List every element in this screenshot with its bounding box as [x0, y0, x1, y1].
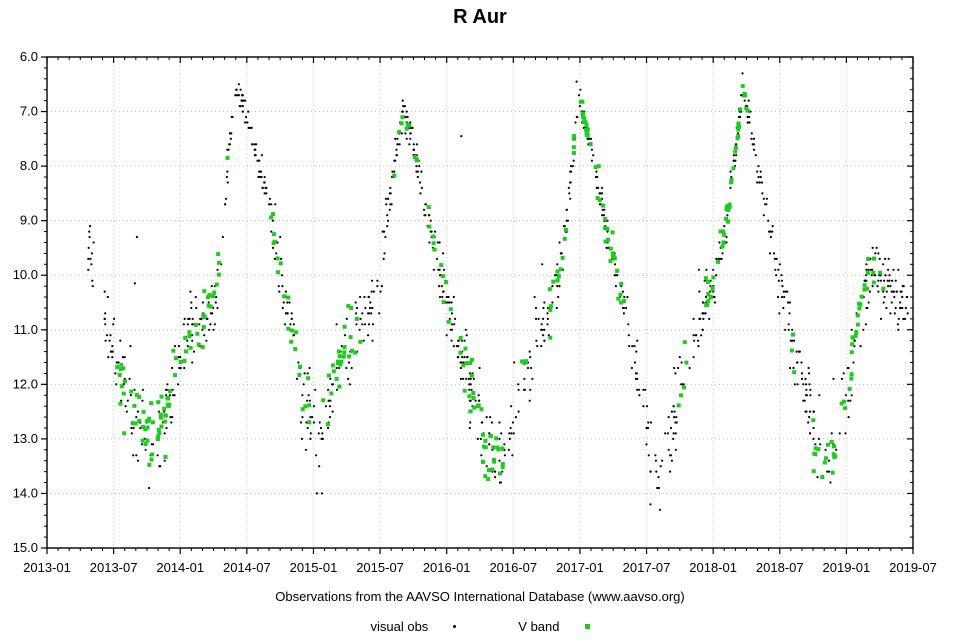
svg-text:7.0: 7.0: [20, 104, 38, 119]
svg-text:2015-07: 2015-07: [356, 560, 404, 575]
svg-text:2013-01: 2013-01: [23, 560, 71, 575]
svg-text:2015-01: 2015-01: [290, 560, 338, 575]
legend-v-band: V band: [518, 619, 590, 634]
svg-text:2018-07: 2018-07: [756, 560, 804, 575]
svg-text:13.0: 13.0: [13, 431, 38, 446]
svg-text:6.0: 6.0: [20, 49, 38, 64]
svg-text:2019-01: 2019-01: [823, 560, 871, 575]
svg-text:2017-01: 2017-01: [556, 560, 604, 575]
svg-text:2018-01: 2018-01: [689, 560, 737, 575]
legend-v-band-label: V band: [518, 619, 560, 634]
visual-obs-marker-icon: [453, 625, 457, 628]
chart-legend: visual obs V band: [0, 619, 960, 634]
svg-text:2014-07: 2014-07: [223, 560, 271, 575]
svg-text:15.0: 15.0: [13, 540, 38, 555]
svg-text:12.0: 12.0: [13, 376, 38, 391]
svg-text:10.0: 10.0: [13, 267, 38, 282]
svg-text:8.0: 8.0: [20, 158, 38, 173]
svg-text:2014-01: 2014-01: [156, 560, 204, 575]
svg-text:2017-07: 2017-07: [623, 560, 671, 575]
legend-visual-obs-label: visual obs: [370, 619, 429, 634]
v-band-marker-icon: [584, 624, 590, 629]
chart-title: R Aur: [453, 6, 507, 28]
chart-caption: Observations from the AAVSO Internationa…: [275, 589, 685, 604]
legend-visual-obs: visual obs: [370, 619, 457, 634]
svg-text:2019-07: 2019-07: [889, 560, 937, 575]
svg-text:14.0: 14.0: [13, 485, 38, 500]
svg-text:2013-07: 2013-07: [90, 560, 138, 575]
svg-text:2016-07: 2016-07: [489, 560, 537, 575]
svg-text:9.0: 9.0: [20, 213, 38, 228]
svg-text:2016-01: 2016-01: [423, 560, 471, 575]
svg-text:11.0: 11.0: [14, 322, 38, 337]
